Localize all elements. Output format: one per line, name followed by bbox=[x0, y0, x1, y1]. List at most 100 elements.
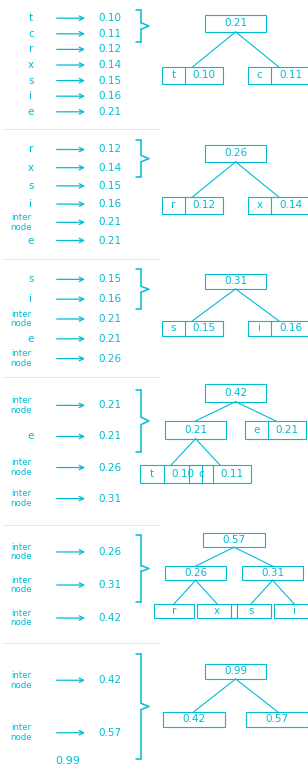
Text: 0.21: 0.21 bbox=[99, 334, 122, 344]
Text: 0.26: 0.26 bbox=[99, 547, 122, 557]
Text: 0.57: 0.57 bbox=[99, 727, 122, 737]
Text: i: i bbox=[258, 324, 261, 334]
Bar bbox=[162, 67, 223, 84]
Text: 0.31: 0.31 bbox=[99, 494, 122, 504]
Text: 0.26: 0.26 bbox=[99, 354, 122, 364]
Bar bbox=[205, 664, 266, 679]
Text: 0.12: 0.12 bbox=[99, 145, 122, 155]
Bar bbox=[248, 197, 308, 214]
Text: inter
node: inter node bbox=[11, 576, 32, 594]
Text: e: e bbox=[28, 334, 34, 344]
Text: x: x bbox=[257, 201, 263, 211]
Text: r: r bbox=[172, 606, 176, 616]
Text: 0.31: 0.31 bbox=[224, 276, 247, 286]
Text: 0.21: 0.21 bbox=[276, 424, 299, 434]
Text: e: e bbox=[28, 431, 34, 441]
Bar bbox=[248, 321, 308, 336]
Text: s: s bbox=[28, 75, 34, 85]
Text: r: r bbox=[171, 201, 176, 211]
Bar bbox=[189, 465, 251, 483]
Text: 0.15: 0.15 bbox=[192, 324, 216, 334]
Text: 0.42: 0.42 bbox=[182, 714, 206, 724]
Text: 0.42: 0.42 bbox=[224, 388, 247, 398]
Text: 0.31: 0.31 bbox=[99, 580, 122, 590]
Text: inter
node: inter node bbox=[11, 671, 32, 690]
Text: 0.42: 0.42 bbox=[99, 613, 122, 623]
Text: 0.21: 0.21 bbox=[99, 235, 122, 245]
Text: 0.21: 0.21 bbox=[99, 218, 122, 228]
Text: 0.16: 0.16 bbox=[279, 324, 302, 334]
Text: t: t bbox=[150, 469, 154, 479]
Text: 0.14: 0.14 bbox=[99, 163, 122, 173]
Bar bbox=[274, 604, 308, 618]
Text: s: s bbox=[28, 181, 34, 191]
Text: 0.26: 0.26 bbox=[99, 462, 122, 472]
Text: 0.12: 0.12 bbox=[192, 201, 216, 211]
Text: 0.16: 0.16 bbox=[99, 199, 122, 209]
Text: s: s bbox=[171, 324, 176, 334]
Text: 0.21: 0.21 bbox=[224, 18, 247, 28]
Bar bbox=[162, 197, 223, 214]
Text: x: x bbox=[214, 606, 220, 616]
Text: 0.99: 0.99 bbox=[55, 757, 80, 767]
Text: 0.31: 0.31 bbox=[261, 568, 284, 578]
Text: 0.57: 0.57 bbox=[265, 714, 289, 724]
Text: i: i bbox=[29, 295, 32, 305]
Text: t: t bbox=[171, 71, 176, 81]
Text: 0.26: 0.26 bbox=[184, 568, 207, 578]
Text: r: r bbox=[29, 145, 33, 155]
Text: 0.11: 0.11 bbox=[220, 469, 244, 479]
Text: 0.14: 0.14 bbox=[279, 201, 302, 211]
Text: r: r bbox=[29, 45, 33, 55]
Text: inter
node: inter node bbox=[11, 310, 32, 328]
Bar bbox=[163, 711, 225, 727]
Bar bbox=[165, 421, 226, 438]
Text: i: i bbox=[29, 199, 32, 209]
Text: 0.11: 0.11 bbox=[99, 28, 122, 38]
Text: c: c bbox=[28, 28, 34, 38]
Text: 0.21: 0.21 bbox=[99, 314, 122, 324]
Bar bbox=[162, 321, 223, 336]
Bar bbox=[205, 384, 266, 401]
Bar bbox=[165, 566, 226, 581]
Text: 0.21: 0.21 bbox=[184, 424, 207, 434]
Bar bbox=[154, 604, 194, 618]
Text: 0.15: 0.15 bbox=[99, 75, 122, 85]
Bar bbox=[203, 533, 265, 548]
Text: 0.10: 0.10 bbox=[193, 71, 216, 81]
Text: inter
node: inter node bbox=[11, 458, 32, 477]
Text: inter
node: inter node bbox=[11, 349, 32, 368]
Text: inter
node: inter node bbox=[11, 213, 32, 231]
Text: inter
node: inter node bbox=[11, 724, 32, 742]
Text: inter
node: inter node bbox=[11, 489, 32, 508]
Text: 0.57: 0.57 bbox=[222, 535, 246, 545]
Text: 0.12: 0.12 bbox=[99, 45, 122, 55]
Text: e: e bbox=[253, 424, 260, 434]
Bar bbox=[205, 274, 266, 289]
Text: 0.14: 0.14 bbox=[99, 60, 122, 70]
Text: s: s bbox=[248, 606, 254, 616]
Text: e: e bbox=[28, 235, 34, 245]
Bar bbox=[248, 67, 308, 84]
Text: x: x bbox=[28, 60, 34, 70]
Text: 0.21: 0.21 bbox=[99, 431, 122, 441]
Text: 0.10: 0.10 bbox=[171, 469, 194, 479]
Text: t: t bbox=[29, 13, 33, 23]
Text: i: i bbox=[293, 606, 296, 616]
Bar bbox=[245, 421, 306, 438]
Text: inter
node: inter node bbox=[11, 609, 32, 628]
Bar bbox=[205, 145, 266, 161]
Bar bbox=[197, 604, 237, 618]
Bar bbox=[246, 711, 308, 727]
Text: c: c bbox=[257, 71, 262, 81]
Text: 0.10: 0.10 bbox=[99, 13, 122, 23]
Text: c: c bbox=[198, 469, 204, 479]
Bar bbox=[231, 604, 271, 618]
Text: 0.42: 0.42 bbox=[99, 675, 122, 685]
Text: 0.21: 0.21 bbox=[99, 401, 122, 411]
Text: 0.21: 0.21 bbox=[99, 107, 122, 117]
Text: 0.16: 0.16 bbox=[99, 92, 122, 102]
Bar bbox=[205, 15, 266, 32]
Bar bbox=[242, 566, 303, 581]
Text: 0.15: 0.15 bbox=[99, 181, 122, 191]
